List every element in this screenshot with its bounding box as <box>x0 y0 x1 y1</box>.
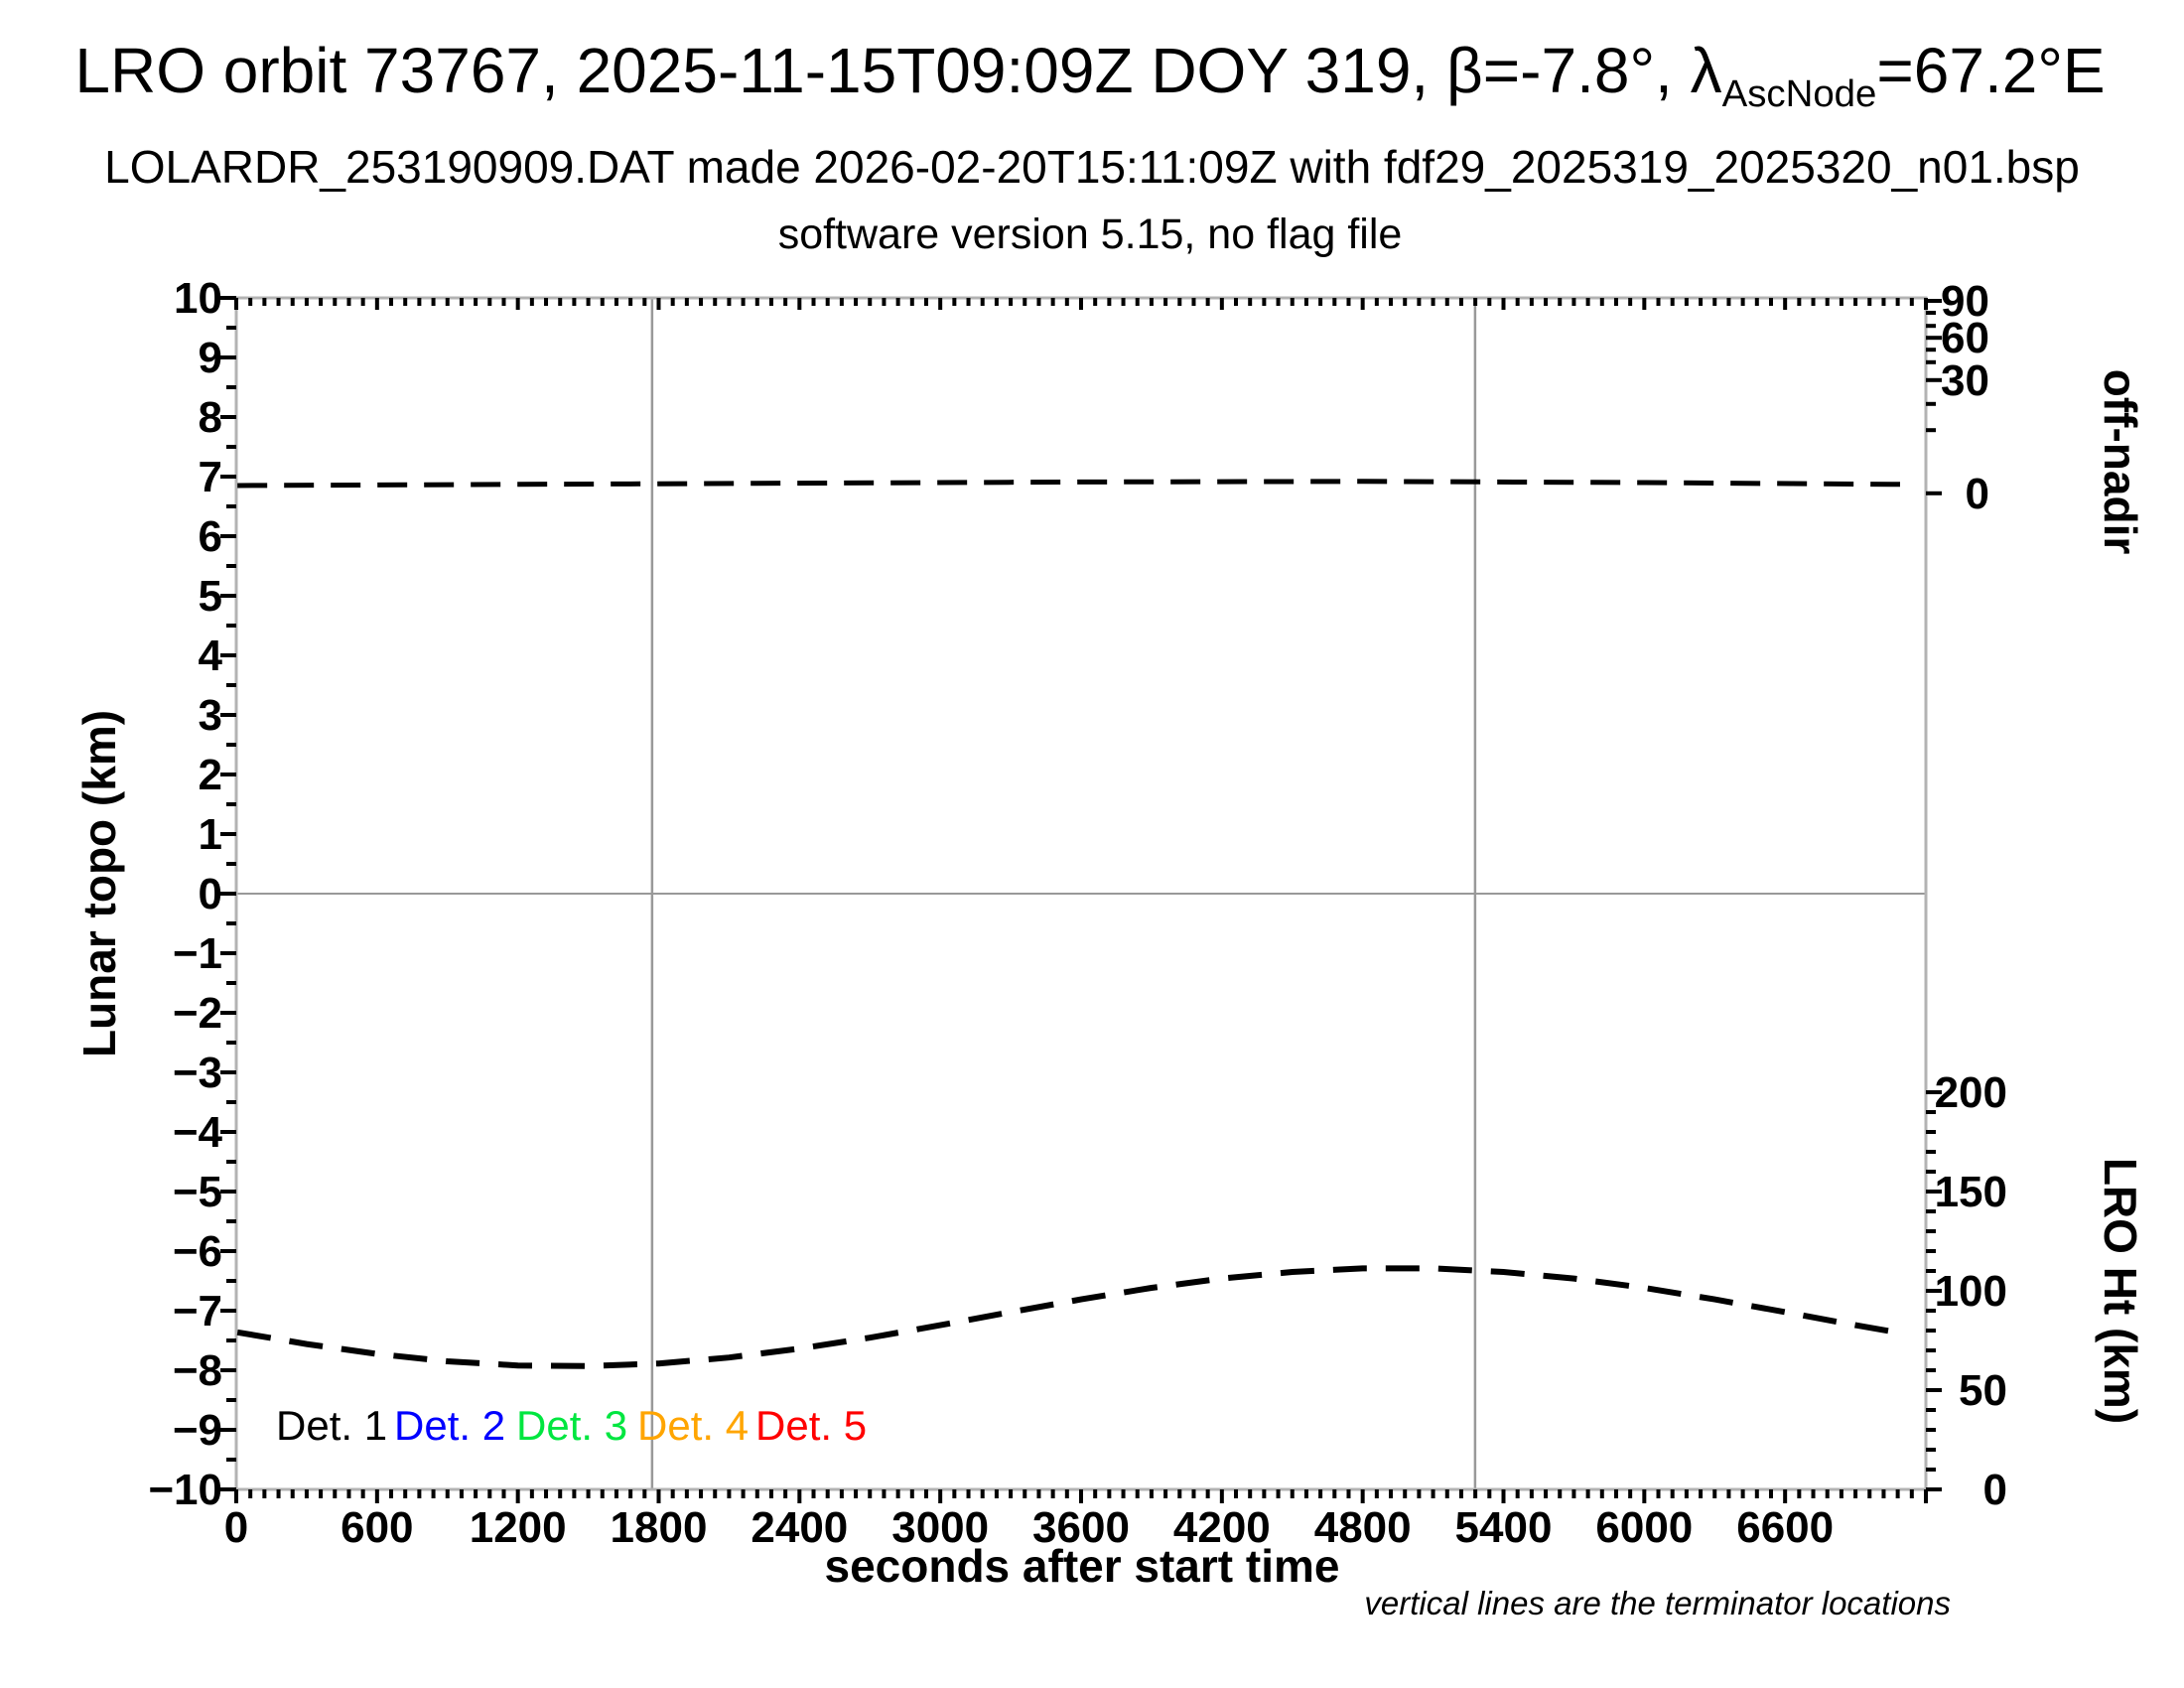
plot-subtitle-line2: software version 5.15, no flag file <box>777 211 1403 258</box>
title-subscript: AscNode <box>1721 71 1877 115</box>
x-tick-label: 600 <box>341 1503 413 1552</box>
y-tick-label-left: −4 <box>173 1108 223 1157</box>
x-tick-label: 5400 <box>1455 1503 1553 1552</box>
x-tick-label: 3600 <box>1032 1503 1130 1552</box>
lro-ht-tick-label: 150 <box>1935 1168 2007 1216</box>
y-tick-label-left: 0 <box>199 870 222 918</box>
y-axis-ticks-lro-ht <box>1926 1090 1942 1491</box>
lro-ht-tick-label: 200 <box>1935 1068 2007 1117</box>
y-axis-ticks-left <box>220 296 236 1491</box>
offnadir-tick-label: 0 <box>1966 470 1989 518</box>
y-tick-label-left: −10 <box>148 1466 222 1514</box>
legend-item-det3: Det. 3 <box>516 1402 628 1449</box>
title-main: LRO orbit 73767, 2025-11-15T09:09Z DOY 3… <box>74 35 1722 106</box>
x-tick-label: 6000 <box>1595 1503 1693 1552</box>
plot-subtitle: LOLARDR_253190909.DAT made 2026-02-20T15… <box>104 141 2080 193</box>
legend-item-det1: Det. 1 <box>276 1402 388 1449</box>
y-tick-label-left: −2 <box>173 989 222 1038</box>
x-tick-label: 4200 <box>1173 1503 1271 1552</box>
lro-ht-tick-label: 50 <box>1959 1366 2007 1415</box>
plot-title: LRO orbit 73767, 2025-11-15T09:09Z DOY 3… <box>74 34 2105 116</box>
y-tick-label-left: 3 <box>199 691 222 740</box>
legend-item-det5: Det. 5 <box>755 1402 868 1449</box>
y-tick-label-left: 5 <box>199 572 222 621</box>
title-suffix: =67.2°E <box>1876 35 2106 106</box>
y-tick-label-left: 4 <box>199 632 223 680</box>
x-tick-label: 0 <box>224 1503 248 1552</box>
x-tick-label: 1200 <box>470 1503 567 1552</box>
y-tick-label-left: −1 <box>173 929 222 978</box>
series-offnadir-angle <box>237 479 1901 489</box>
y-axis-ticks-offnadir <box>1926 299 1942 495</box>
x-tick-label: 4800 <box>1314 1503 1412 1552</box>
x-tick-label: 2400 <box>751 1503 848 1552</box>
y-tick-label-left: 7 <box>199 453 222 501</box>
x-axis-title: seconds after start time <box>824 1540 1340 1592</box>
y-axis-title-left: Lunar topo (km) <box>73 709 125 1058</box>
y-tick-label-left: −7 <box>173 1287 222 1336</box>
y-tick-label-left: 2 <box>199 751 222 799</box>
x-tick-label: 6600 <box>1736 1503 1834 1552</box>
y-axis-title-offnadir: off-nadir <box>2095 368 2146 555</box>
y-tick-label-left: −5 <box>173 1168 222 1216</box>
legend-item-det4: Det. 4 <box>637 1402 750 1449</box>
tick-labels: 0 600 1200 1800 2400 3000 3600 4200 4800 5400 6000… <box>148 274 2007 1552</box>
x-tick-label: 1800 <box>611 1503 708 1552</box>
legend-item-det2: Det. 2 <box>394 1402 506 1449</box>
y-tick-label-left: −3 <box>173 1049 222 1097</box>
terminator-footnote: vertical lines are the terminator locati… <box>1364 1585 1951 1621</box>
offnadir-tick-label: 90 <box>1941 277 1989 326</box>
y-tick-label-left: 10 <box>174 274 222 323</box>
y-tick-label-left: 1 <box>199 810 222 859</box>
y-tick-label-left: 6 <box>199 512 222 561</box>
offnadir-tick-label: 30 <box>1941 356 1989 405</box>
lro-ht-tick-label: 0 <box>1983 1466 2007 1514</box>
y-tick-label-left: 8 <box>199 393 222 442</box>
x-tick-label: 3000 <box>891 1503 989 1552</box>
y-tick-label-left: 9 <box>199 334 222 382</box>
y-axis-title-lro-ht: LRO Ht (km) <box>2095 1157 2146 1425</box>
y-tick-label-left: −9 <box>173 1406 222 1455</box>
y-tick-label-left: −6 <box>173 1227 222 1276</box>
x-axis-ticks <box>234 298 1928 1503</box>
series-lro-height <box>236 1265 1902 1369</box>
offnadir-tick-label: 60 <box>1941 314 1989 362</box>
y-tick-label-left: −8 <box>173 1346 222 1395</box>
lro-ht-tick-label: 100 <box>1935 1267 2007 1316</box>
